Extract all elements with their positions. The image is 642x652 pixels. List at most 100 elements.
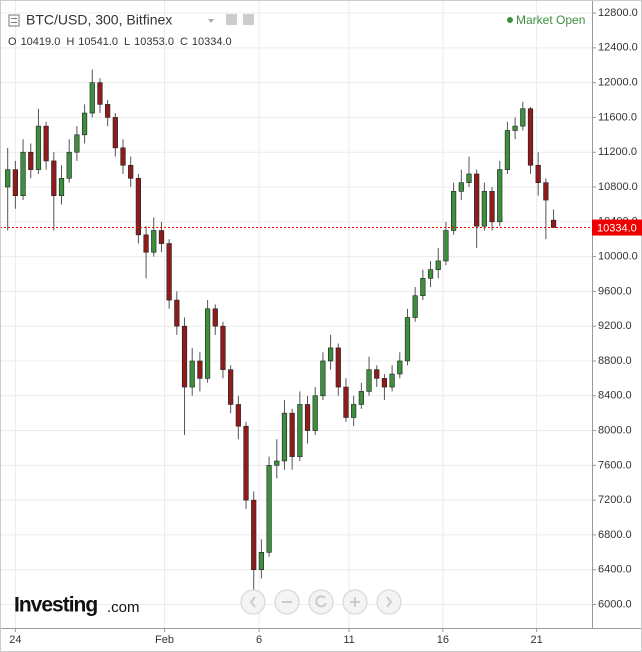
candle-body (535, 164, 541, 183)
logo-suffix: .com (107, 599, 140, 616)
candle-body (35, 125, 42, 170)
candle-body (427, 269, 434, 279)
y-tick-label: 7600.0 (598, 459, 632, 471)
y-tick-label: 12000.0 (598, 77, 638, 89)
candle-body (58, 178, 65, 197)
market-status: Market Open (516, 13, 585, 27)
scroll-left-button[interactable] (240, 589, 266, 615)
candle-body (366, 369, 372, 392)
ohlc-value: 10334.0 (192, 36, 232, 48)
reset-icon (315, 595, 327, 608)
candle-body (527, 108, 534, 166)
candle-body (327, 347, 334, 362)
candle-body (189, 360, 195, 388)
candle-body (481, 191, 487, 227)
candle-body (443, 230, 449, 262)
candle-body (81, 112, 88, 136)
x-tick-label: 21 (531, 634, 543, 646)
candle-body (135, 178, 141, 236)
y-tick-label: 6800.0 (598, 529, 632, 541)
candle-body (289, 412, 295, 457)
candle-body (304, 404, 311, 431)
y-tick-label: 7200.0 (598, 494, 632, 506)
candle-body (474, 173, 480, 227)
candle-body (43, 125, 49, 162)
candle-body (312, 395, 318, 431)
ohlc-legend: O 10419.0 H 10541.0 L 10353.0 C 10334.0 (8, 36, 232, 48)
arrow-left (249, 596, 256, 608)
candle-body (281, 412, 288, 462)
candle-body (28, 151, 34, 170)
candle-body (512, 125, 518, 131)
candle-body (20, 151, 26, 197)
candle-body (66, 151, 72, 179)
logo-main: Investing (14, 594, 97, 617)
candle-body (235, 404, 241, 427)
x-tick-label: 24 (9, 634, 21, 646)
x-tick-label: 16 (437, 634, 449, 646)
candle-body (128, 164, 134, 179)
candle-body (520, 108, 526, 127)
candle-body (12, 169, 18, 197)
candle-body (343, 386, 349, 418)
ohlc-value: 10353.0 (134, 36, 174, 48)
candle-body (381, 378, 388, 388)
candle-body (374, 369, 380, 379)
status-dot (507, 17, 513, 23)
candle-body (174, 299, 180, 327)
candle-body (320, 360, 326, 397)
candle-body (420, 278, 426, 297)
dropdown-arrow[interactable] (208, 19, 214, 23)
plus-icon (350, 597, 360, 607)
candle-body (451, 191, 457, 231)
y-tick-label: 10800.0 (598, 181, 638, 193)
candle-body (166, 243, 172, 301)
eye-icon[interactable] (226, 14, 237, 25)
menu-icon[interactable] (8, 14, 20, 27)
candle-body (466, 173, 472, 183)
plot (0, 69, 592, 609)
candle-body (266, 465, 272, 553)
y-tick-label: 6000.0 (598, 598, 632, 610)
candle-body (397, 360, 403, 375)
ohlc-value: 10541.0 (78, 36, 118, 48)
ohlc-key: L (124, 36, 130, 48)
y-tick-label: 10000.0 (598, 250, 638, 262)
candle-body (228, 369, 234, 405)
y-tick-label: 8400.0 (598, 390, 632, 402)
candle-body (251, 499, 257, 571)
ohlc-key: C (180, 36, 188, 48)
candle-body (204, 308, 211, 379)
candle-body (143, 234, 149, 253)
candle-body (97, 82, 103, 105)
candle-body (389, 373, 395, 388)
candle-body (543, 182, 549, 201)
y-tick-label: 11600.0 (598, 111, 637, 123)
arrow-right (386, 596, 393, 608)
y-tick-label: 9200.0 (598, 320, 632, 332)
y-tick-label: 8800.0 (598, 355, 632, 367)
candle-body (151, 230, 157, 253)
y-tick-label: 6400.0 (598, 564, 632, 576)
candle-body (297, 404, 303, 457)
scroll-right-button[interactable] (376, 589, 402, 615)
candle-body (351, 404, 357, 418)
reset-button[interactable] (308, 589, 334, 615)
last-price-label: 10334.0 (597, 222, 637, 234)
candle-body (89, 82, 95, 114)
candle-body (335, 347, 341, 388)
candle-body (489, 191, 495, 223)
candle-body (243, 425, 249, 501)
candle-body (158, 230, 165, 244)
candle-body (197, 360, 203, 379)
candle-body (120, 147, 126, 166)
candle-body (51, 160, 57, 197)
candle-body (274, 460, 280, 466)
grid (0, 0, 592, 628)
candle-body (181, 325, 188, 388)
candle-body (358, 391, 364, 405)
candle-body (112, 117, 118, 149)
settings-icon[interactable] (243, 14, 254, 25)
x-tick-label: Feb (155, 634, 174, 646)
